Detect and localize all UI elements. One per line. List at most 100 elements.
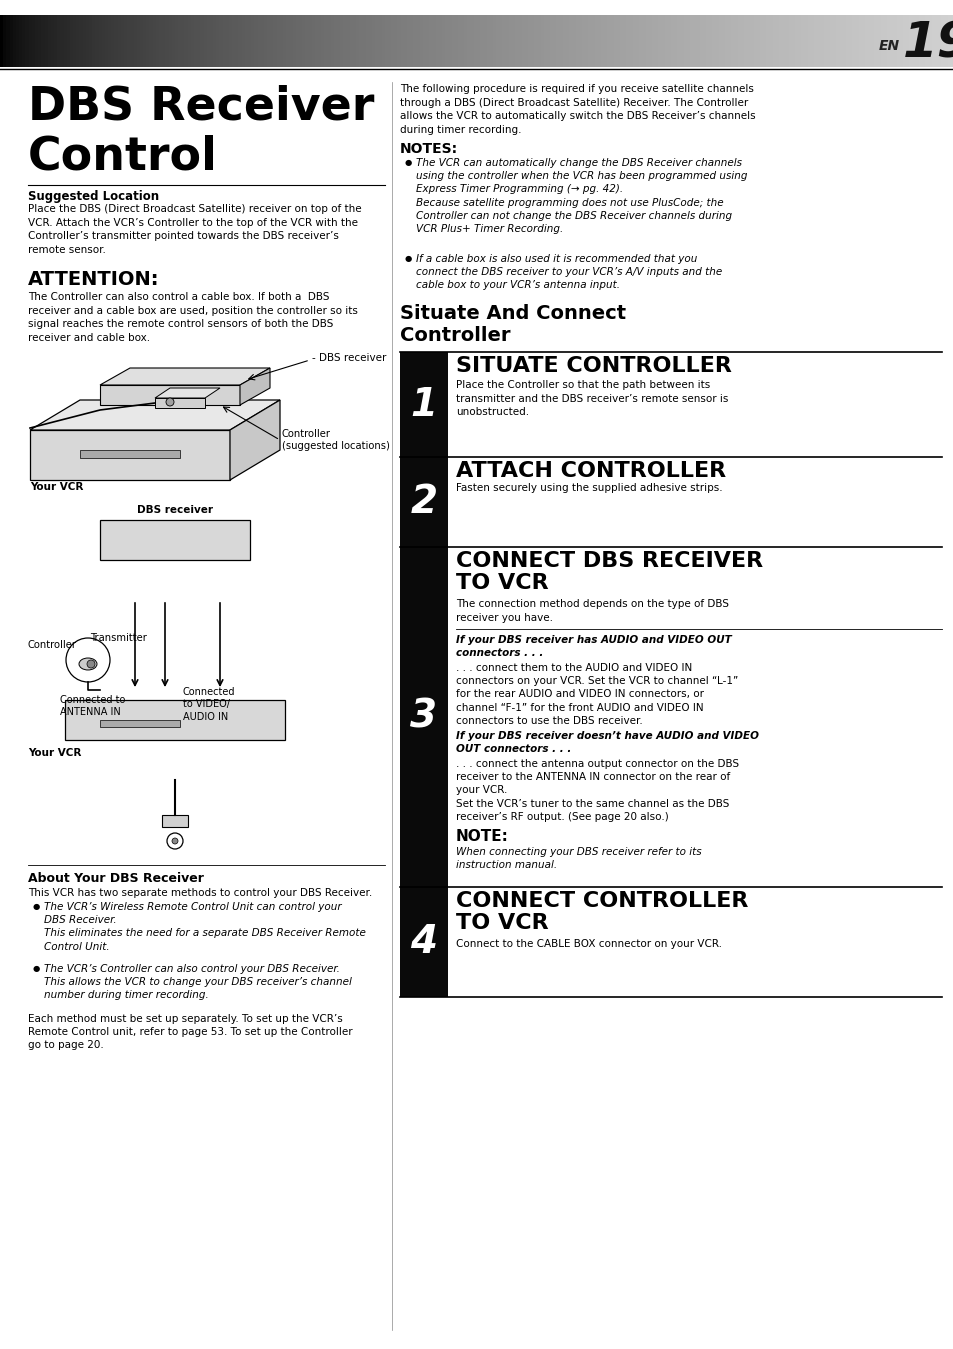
Bar — [79, 15, 84, 67]
Bar — [399, 352, 448, 457]
Bar — [870, 15, 875, 67]
Bar — [48, 15, 51, 67]
Bar — [441, 15, 446, 67]
Bar — [689, 15, 694, 67]
Bar — [946, 15, 951, 67]
Bar — [203, 15, 208, 67]
Bar — [464, 15, 468, 67]
Bar — [851, 15, 856, 67]
Bar — [584, 15, 589, 67]
Text: Connected
to VIDEO/
AUDIO IN: Connected to VIDEO/ AUDIO IN — [183, 687, 235, 722]
Bar — [699, 15, 703, 67]
Bar — [19, 15, 23, 67]
Bar — [70, 15, 74, 67]
Bar — [89, 15, 93, 67]
Bar — [232, 15, 236, 67]
Polygon shape — [154, 389, 220, 398]
Bar — [807, 15, 811, 67]
Bar — [655, 15, 659, 67]
Bar — [235, 15, 239, 67]
Circle shape — [87, 660, 95, 668]
Text: CONNECT DBS RECEIVER: CONNECT DBS RECEIVER — [456, 550, 762, 571]
Bar — [553, 15, 557, 67]
Bar — [934, 15, 938, 67]
Text: Controller: Controller — [28, 639, 77, 650]
Bar — [540, 15, 544, 67]
Bar — [394, 15, 398, 67]
Bar — [112, 15, 115, 67]
Bar — [756, 15, 760, 67]
Bar — [264, 15, 268, 67]
Text: If a cable box is also used it is recommended that you
connect the DBS receiver : If a cable box is also used it is recomm… — [416, 254, 721, 290]
Bar — [822, 15, 827, 67]
Text: DBS receiver: DBS receiver — [137, 505, 213, 515]
Bar — [222, 15, 227, 67]
Circle shape — [172, 838, 178, 844]
Bar — [400, 15, 404, 67]
Bar — [445, 15, 449, 67]
Bar — [312, 15, 315, 67]
Bar — [117, 15, 122, 67]
Bar — [905, 15, 909, 67]
Text: Each method must be set up separately. To set up the VCR’s
Remote Control unit, : Each method must be set up separately. T… — [28, 1014, 353, 1051]
Bar — [950, 15, 953, 67]
Bar — [880, 15, 884, 67]
Bar — [474, 15, 477, 67]
Bar — [498, 15, 503, 67]
Bar — [559, 15, 563, 67]
Bar — [22, 15, 27, 67]
Bar — [64, 15, 68, 67]
Bar — [399, 888, 448, 997]
Bar — [753, 15, 757, 67]
Polygon shape — [240, 368, 270, 405]
Bar — [832, 15, 837, 67]
Bar — [803, 15, 808, 67]
Bar — [607, 15, 611, 67]
Bar — [712, 15, 716, 67]
Bar — [213, 15, 217, 67]
Bar — [512, 15, 516, 67]
Ellipse shape — [79, 658, 97, 670]
Bar — [569, 15, 573, 67]
Bar — [172, 15, 175, 67]
Bar — [422, 15, 427, 67]
Bar — [155, 15, 160, 67]
Bar — [438, 15, 442, 67]
Bar — [505, 15, 509, 67]
Bar — [760, 15, 763, 67]
Bar — [508, 15, 513, 67]
Bar — [413, 15, 417, 67]
Bar — [353, 15, 356, 67]
Text: Controller: Controller — [399, 326, 510, 345]
Bar — [327, 15, 332, 67]
Polygon shape — [30, 430, 230, 480]
Bar — [73, 15, 77, 67]
Bar — [619, 15, 623, 67]
Bar — [455, 15, 458, 67]
Text: Connect to the CABLE BOX connector on your VCR.: Connect to the CABLE BOX connector on yo… — [456, 939, 721, 948]
Bar — [820, 15, 823, 67]
Bar — [241, 15, 246, 67]
Bar — [670, 15, 675, 67]
Bar — [575, 15, 579, 67]
Bar — [937, 15, 942, 67]
Bar — [613, 15, 618, 67]
Text: ●: ● — [33, 965, 40, 973]
Bar — [457, 15, 461, 67]
Bar — [886, 15, 890, 67]
Bar — [102, 15, 106, 67]
Bar — [251, 15, 255, 67]
Bar — [864, 15, 868, 67]
Bar — [546, 15, 551, 67]
Bar — [279, 15, 284, 67]
Bar — [95, 15, 99, 67]
Bar — [626, 15, 630, 67]
Text: DBS Receiver: DBS Receiver — [28, 84, 374, 130]
Text: SITUATE CONTROLLER: SITUATE CONTROLLER — [456, 356, 731, 376]
Bar — [588, 15, 592, 67]
Bar — [600, 15, 604, 67]
Bar — [686, 15, 690, 67]
Bar — [889, 15, 894, 67]
Bar — [3, 15, 8, 67]
Text: . . . connect the antenna output connector on the DBS
receiver to the ANTENNA IN: . . . connect the antenna output connect… — [456, 759, 739, 822]
